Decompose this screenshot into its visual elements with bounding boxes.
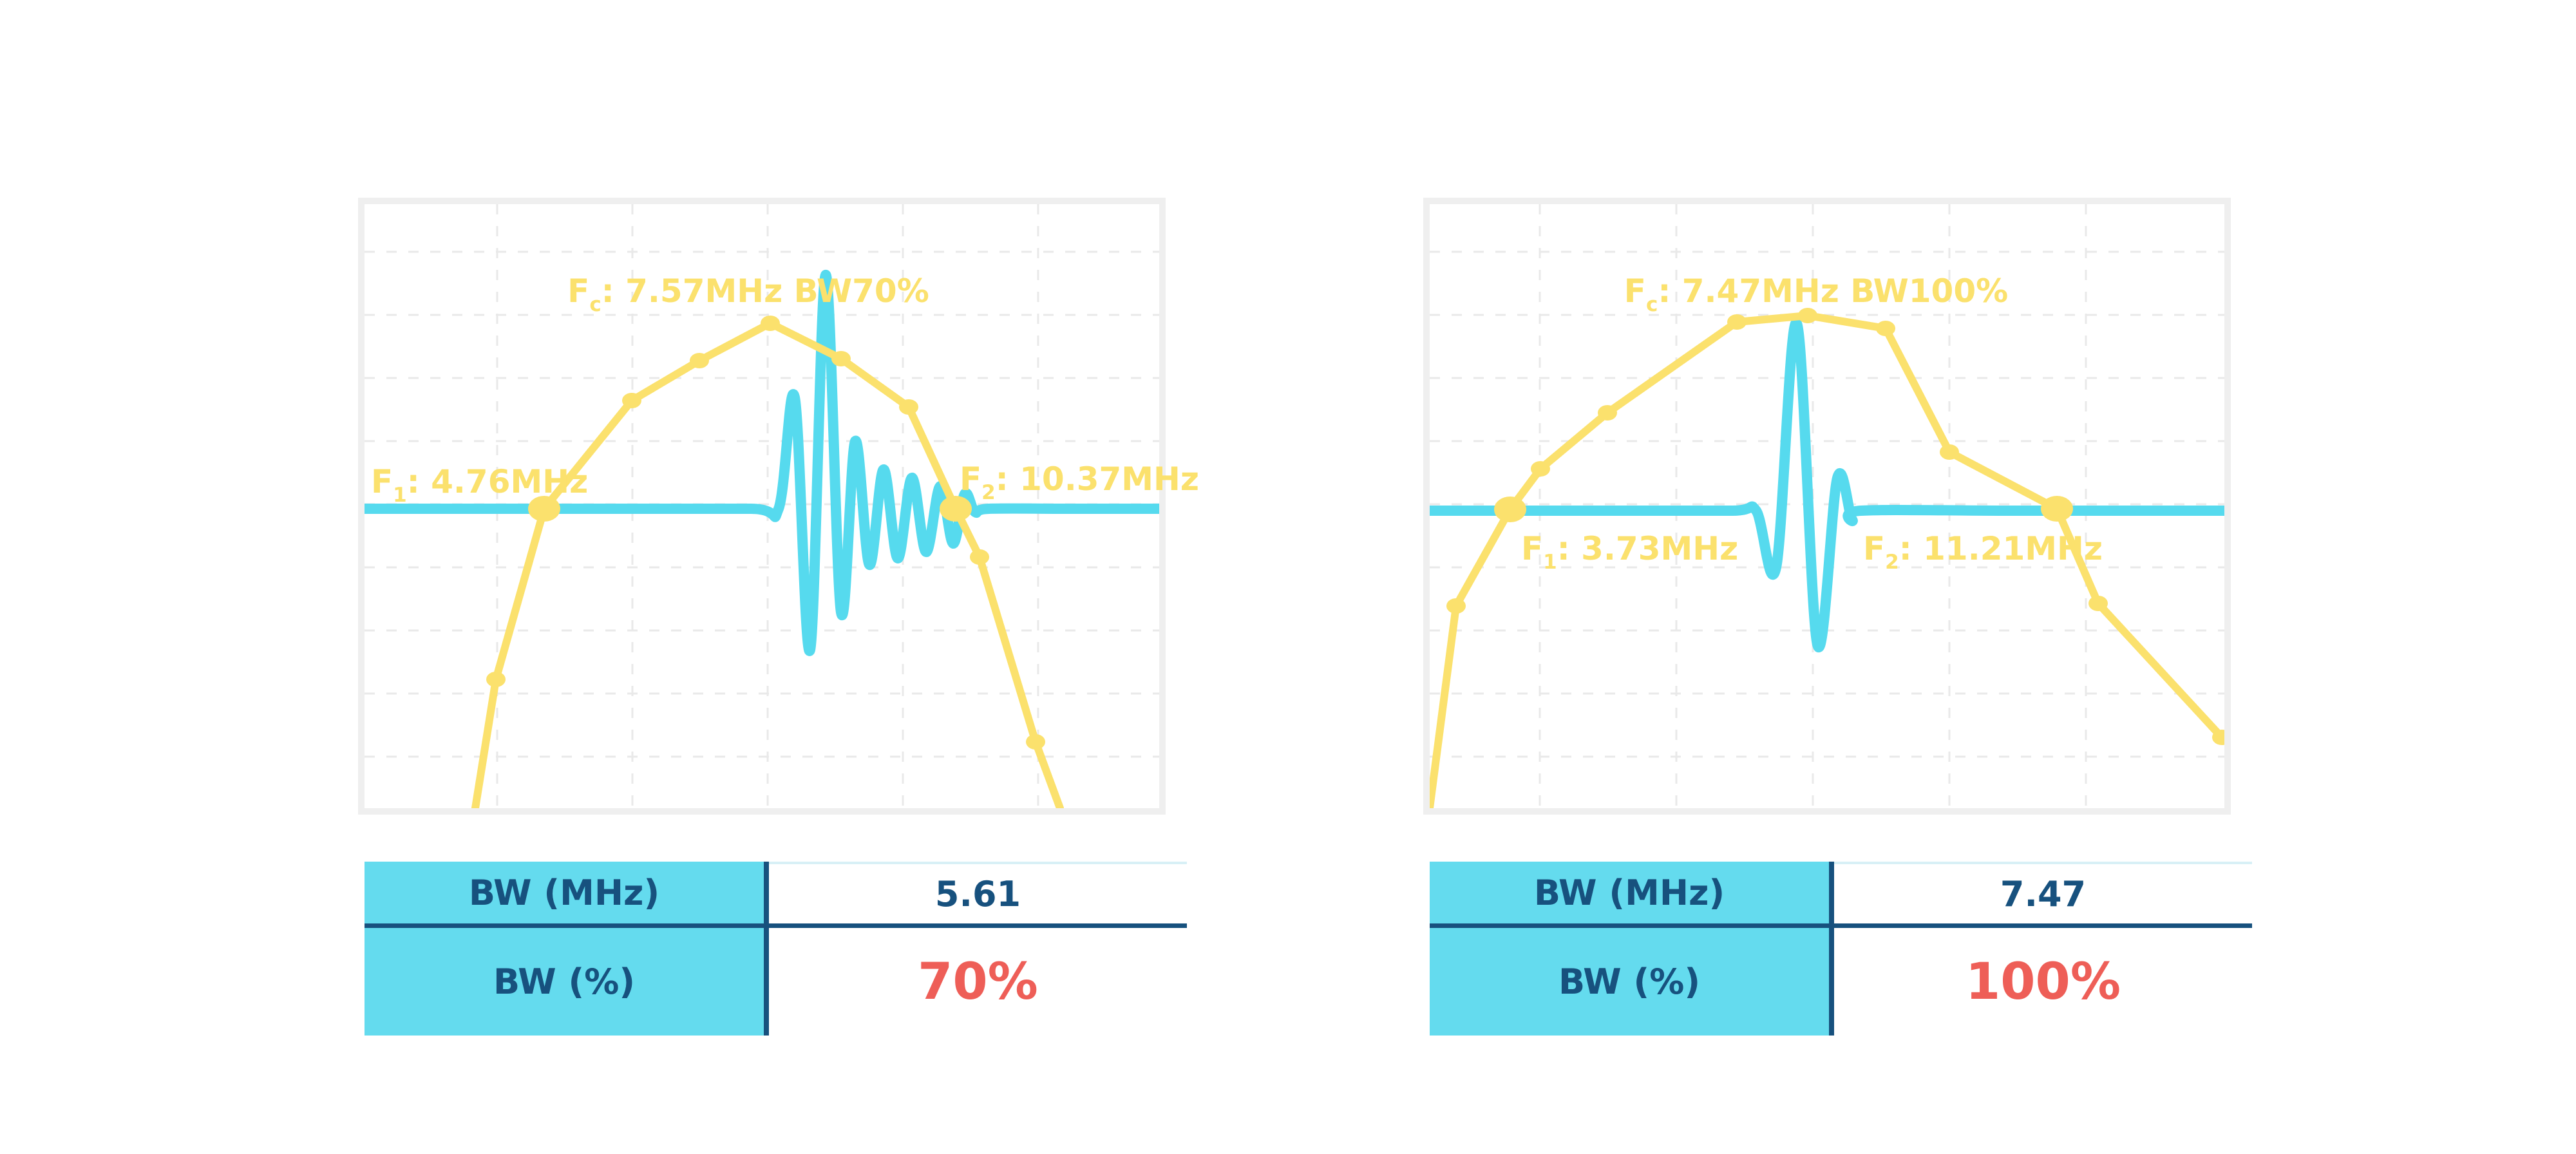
- pulse-echo-waveform: [365, 269, 1159, 656]
- table-value-text: 70%: [918, 952, 1038, 1011]
- bandwidth-table-bw100: BW (MHz) 7.47 BW (%) 100%: [1430, 862, 2252, 1036]
- table-row-divider: [365, 923, 1187, 928]
- table-label-cell: BW (%): [365, 928, 764, 1036]
- table-label-cell: BW (MHz): [1430, 862, 1829, 923]
- data-point-markers: [1446, 308, 2224, 745]
- table-column-divider: [1829, 862, 1834, 1036]
- table-value-cell: 5.61: [769, 862, 1187, 923]
- gridlines: [1430, 204, 2224, 808]
- table-value-cell: 100%: [1834, 928, 2252, 1036]
- bandwidth-table-bw70: BW (MHz) 5.61 BW (%) 70%: [365, 862, 1187, 1036]
- table-value-cell: 70%: [769, 928, 1187, 1036]
- chart-canvas: [1430, 204, 2224, 808]
- table-label-cell: BW (%): [1430, 928, 1829, 1036]
- f1-annotation: F1: 3.73MHz: [1521, 530, 1739, 574]
- table-label-text: BW (MHz): [1533, 872, 1725, 913]
- transducer-frequency-spectrum: [471, 319, 1064, 808]
- table-value-text: 7.47: [2000, 873, 2087, 914]
- data-point-markers: [486, 316, 1045, 750]
- table-value-cell: 7.47: [1834, 862, 2252, 923]
- table-column-divider: [764, 862, 769, 1036]
- f1-annotation: F1: 4.76MHz: [371, 463, 589, 507]
- spectrum-chart-bw70: Fc: 7.57MHz BW70% F1: 4.76MHz F2: 10.37M…: [358, 198, 1199, 815]
- pulse-echo-waveform: [1430, 317, 2224, 652]
- fc-annotation: Fc: 7.47MHz BW100%: [1624, 272, 2009, 316]
- fc-annotation: Fc: 7.57MHz BW70%: [567, 272, 929, 316]
- table-value-text: 100%: [1965, 952, 2121, 1011]
- table-label-text: BW (%): [493, 961, 636, 1002]
- table-row-divider: [1430, 923, 2252, 928]
- transducer-frequency-spectrum: [1430, 312, 2224, 808]
- f2-annotation: F2: 11.21MHz: [1863, 530, 2103, 574]
- f2-annotation: F2: 10.37MHz: [960, 460, 1199, 504]
- table-label-text: BW (MHz): [468, 872, 660, 913]
- table-label-text: BW (%): [1558, 961, 1701, 1002]
- spectrum-chart-bw100: Fc: 7.47MHz BW100% F1: 3.73MHz F2: 11.21…: [1423, 198, 2231, 815]
- table-label-cell: BW (MHz): [365, 862, 764, 923]
- chart-canvas: [365, 204, 1159, 808]
- table-value-text: 5.61: [934, 873, 1021, 914]
